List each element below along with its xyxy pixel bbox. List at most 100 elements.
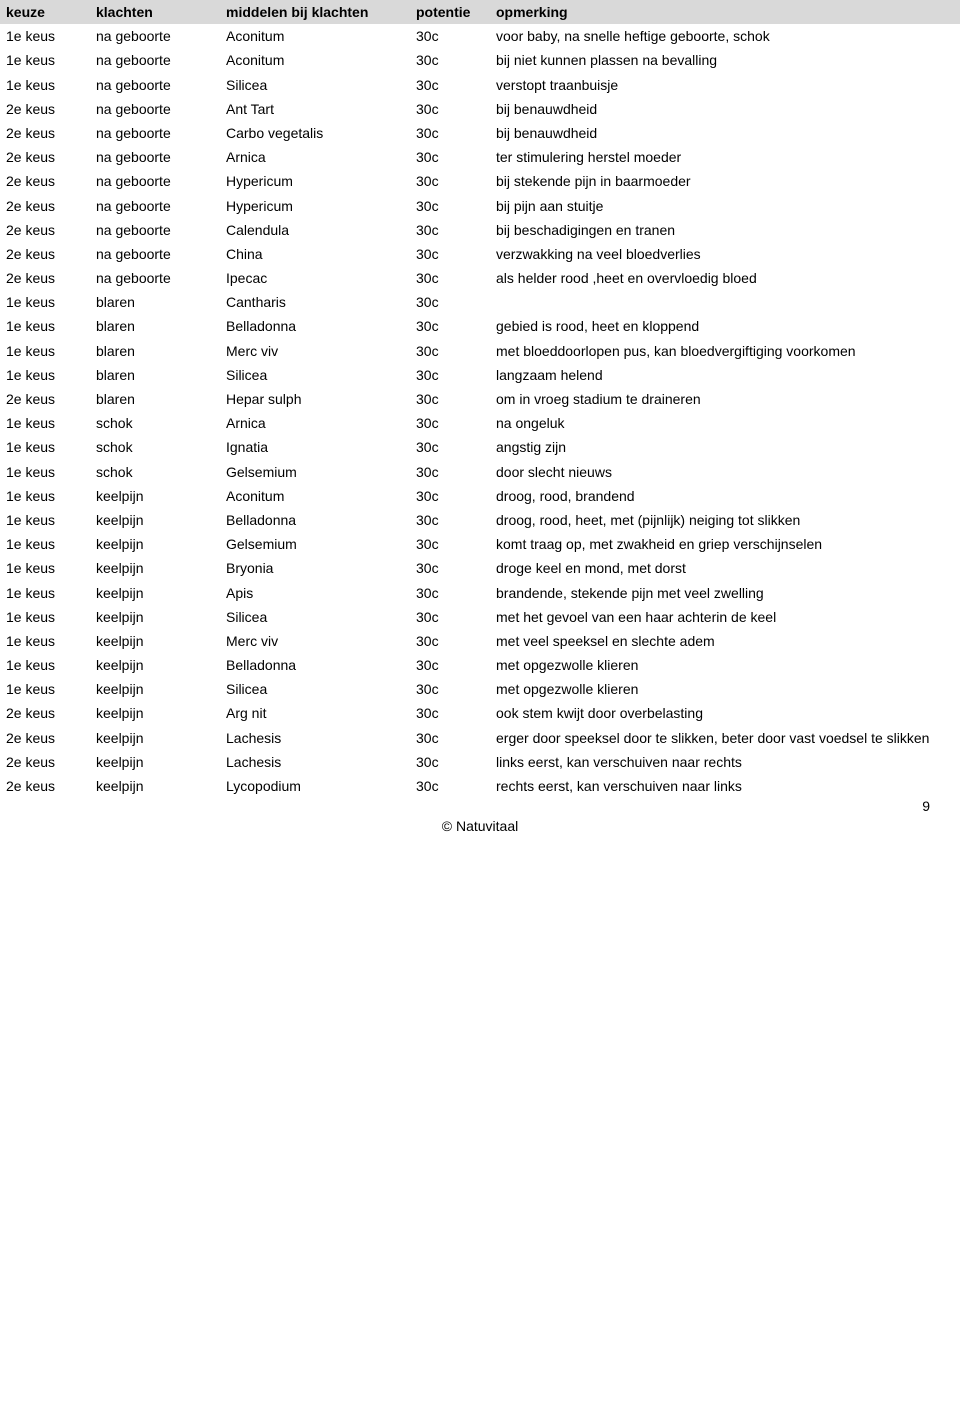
cell-opmerking: angstig zijn bbox=[490, 435, 960, 459]
cell-potentie: 30c bbox=[410, 774, 490, 798]
cell-middelen: Gelsemium bbox=[220, 460, 410, 484]
cell-middelen: Lachesis bbox=[220, 726, 410, 750]
cell-potentie: 30c bbox=[410, 73, 490, 97]
cell-middelen: Bryonia bbox=[220, 556, 410, 580]
table-row: 1e keusna geboorteAconitum30cvoor baby, … bbox=[0, 24, 960, 48]
cell-keuze: 1e keus bbox=[0, 556, 90, 580]
table-row: 1e keuskeelpijnMerc viv30cmet veel speek… bbox=[0, 629, 960, 653]
cell-keuze: 2e keus bbox=[0, 194, 90, 218]
cell-keuze: 2e keus bbox=[0, 145, 90, 169]
cell-opmerking: bij beschadigingen en tranen bbox=[490, 218, 960, 242]
cell-klachten: blaren bbox=[90, 387, 220, 411]
table-row: 1e keuskeelpijnBelladonna30cmet opgezwol… bbox=[0, 653, 960, 677]
cell-middelen: Merc viv bbox=[220, 629, 410, 653]
cell-opmerking: komt traag op, met zwakheid en griep ver… bbox=[490, 532, 960, 556]
cell-opmerking bbox=[490, 290, 960, 314]
cell-keuze: 2e keus bbox=[0, 774, 90, 798]
header-middelen: middelen bij klachten bbox=[220, 0, 410, 24]
cell-opmerking: om in vroeg stadium te draineren bbox=[490, 387, 960, 411]
cell-potentie: 30c bbox=[410, 750, 490, 774]
table-row: 1e keuskeelpijnSilicea30cmet opgezwolle … bbox=[0, 677, 960, 701]
table-row: 1e keusschokArnica30cna ongeluk bbox=[0, 411, 960, 435]
cell-keuze: 2e keus bbox=[0, 169, 90, 193]
cell-potentie: 30c bbox=[410, 677, 490, 701]
cell-middelen: Arg nit bbox=[220, 701, 410, 725]
cell-potentie: 30c bbox=[410, 435, 490, 459]
table-row: 2e keusna geboorteHypericum30cbij steken… bbox=[0, 169, 960, 193]
cell-klachten: na geboorte bbox=[90, 194, 220, 218]
cell-middelen: Belladonna bbox=[220, 508, 410, 532]
cell-potentie: 30c bbox=[410, 145, 490, 169]
cell-klachten: na geboorte bbox=[90, 242, 220, 266]
cell-keuze: 2e keus bbox=[0, 97, 90, 121]
cell-middelen: Ant Tart bbox=[220, 97, 410, 121]
cell-opmerking: gebied is rood, heet en kloppend bbox=[490, 314, 960, 338]
cell-potentie: 30c bbox=[410, 411, 490, 435]
table-row: 1e keuskeelpijnApis30cbrandende, stekend… bbox=[0, 581, 960, 605]
table-row: 1e keusblarenBelladonna30cgebied is rood… bbox=[0, 314, 960, 338]
cell-middelen: Gelsemium bbox=[220, 532, 410, 556]
cell-middelen: Hypericum bbox=[220, 194, 410, 218]
cell-klachten: blaren bbox=[90, 290, 220, 314]
table-row: 1e keusblarenMerc viv30cmet bloeddoorlop… bbox=[0, 339, 960, 363]
cell-klachten: na geboorte bbox=[90, 24, 220, 48]
table-row: 1e keusna geboorteSilicea30cverstopt tra… bbox=[0, 73, 960, 97]
table-row: 1e keuskeelpijnBryonia30cdroge keel en m… bbox=[0, 556, 960, 580]
table-body: 1e keusna geboorteAconitum30cvoor baby, … bbox=[0, 24, 960, 798]
table-row: 2e keusna geboorteHypericum30cbij pijn a… bbox=[0, 194, 960, 218]
cell-keuze: 1e keus bbox=[0, 484, 90, 508]
cell-klachten: keelpijn bbox=[90, 774, 220, 798]
cell-middelen: Calendula bbox=[220, 218, 410, 242]
cell-middelen: Carbo vegetalis bbox=[220, 121, 410, 145]
cell-keuze: 1e keus bbox=[0, 532, 90, 556]
table-row: 2e keusna geboorteIpecac30cals helder ro… bbox=[0, 266, 960, 290]
cell-keuze: 2e keus bbox=[0, 242, 90, 266]
cell-klachten: keelpijn bbox=[90, 508, 220, 532]
cell-keuze: 1e keus bbox=[0, 411, 90, 435]
cell-klachten: na geboorte bbox=[90, 121, 220, 145]
remedies-table: keuze klachten middelen bij klachten pot… bbox=[0, 0, 960, 798]
cell-klachten: schok bbox=[90, 460, 220, 484]
cell-middelen: Aconitum bbox=[220, 484, 410, 508]
cell-potentie: 30c bbox=[410, 266, 490, 290]
cell-opmerking: met opgezwolle klieren bbox=[490, 653, 960, 677]
cell-middelen: Apis bbox=[220, 581, 410, 605]
cell-keuze: 1e keus bbox=[0, 653, 90, 677]
cell-middelen: Cantharis bbox=[220, 290, 410, 314]
cell-keuze: 1e keus bbox=[0, 363, 90, 387]
table-row: 1e keusblarenSilicea30clangzaam helend bbox=[0, 363, 960, 387]
cell-potentie: 30c bbox=[410, 242, 490, 266]
cell-opmerking: droog, rood, brandend bbox=[490, 484, 960, 508]
cell-opmerking: verzwakking na veel bloedverlies bbox=[490, 242, 960, 266]
cell-klachten: na geboorte bbox=[90, 169, 220, 193]
cell-potentie: 30c bbox=[410, 726, 490, 750]
cell-middelen: Arnica bbox=[220, 145, 410, 169]
table-row: 1e keusblarenCantharis30c bbox=[0, 290, 960, 314]
cell-middelen: Hypericum bbox=[220, 169, 410, 193]
table-row: 1e keuskeelpijnAconitum30cdroog, rood, b… bbox=[0, 484, 960, 508]
cell-opmerking: droge keel en mond, met dorst bbox=[490, 556, 960, 580]
cell-opmerking: erger door speeksel door te slikken, bet… bbox=[490, 726, 960, 750]
table-row: 1e keuskeelpijnBelladonna30cdroog, rood,… bbox=[0, 508, 960, 532]
cell-keuze: 1e keus bbox=[0, 290, 90, 314]
cell-klachten: blaren bbox=[90, 363, 220, 387]
cell-potentie: 30c bbox=[410, 532, 490, 556]
cell-potentie: 30c bbox=[410, 194, 490, 218]
table-row: 2e keuskeelpijnLachesis30cerger door spe… bbox=[0, 726, 960, 750]
cell-potentie: 30c bbox=[410, 556, 490, 580]
cell-opmerking: na ongeluk bbox=[490, 411, 960, 435]
cell-klachten: na geboorte bbox=[90, 73, 220, 97]
cell-opmerking: rechts eerst, kan verschuiven naar links bbox=[490, 774, 960, 798]
cell-potentie: 30c bbox=[410, 97, 490, 121]
cell-keuze: 1e keus bbox=[0, 314, 90, 338]
header-keuze: keuze bbox=[0, 0, 90, 24]
cell-potentie: 30c bbox=[410, 363, 490, 387]
table-row: 2e keuskeelpijnLachesis30clinks eerst, k… bbox=[0, 750, 960, 774]
table-row: 1e keuskeelpijnSilicea30cmet het gevoel … bbox=[0, 605, 960, 629]
cell-potentie: 30c bbox=[410, 701, 490, 725]
cell-potentie: 30c bbox=[410, 290, 490, 314]
table-row: 1e keusna geboorteAconitum30cbij niet ku… bbox=[0, 48, 960, 72]
table-row: 2e keuskeelpijnLycopodium30crechts eerst… bbox=[0, 774, 960, 798]
cell-opmerking: door slecht nieuws bbox=[490, 460, 960, 484]
cell-klachten: keelpijn bbox=[90, 629, 220, 653]
